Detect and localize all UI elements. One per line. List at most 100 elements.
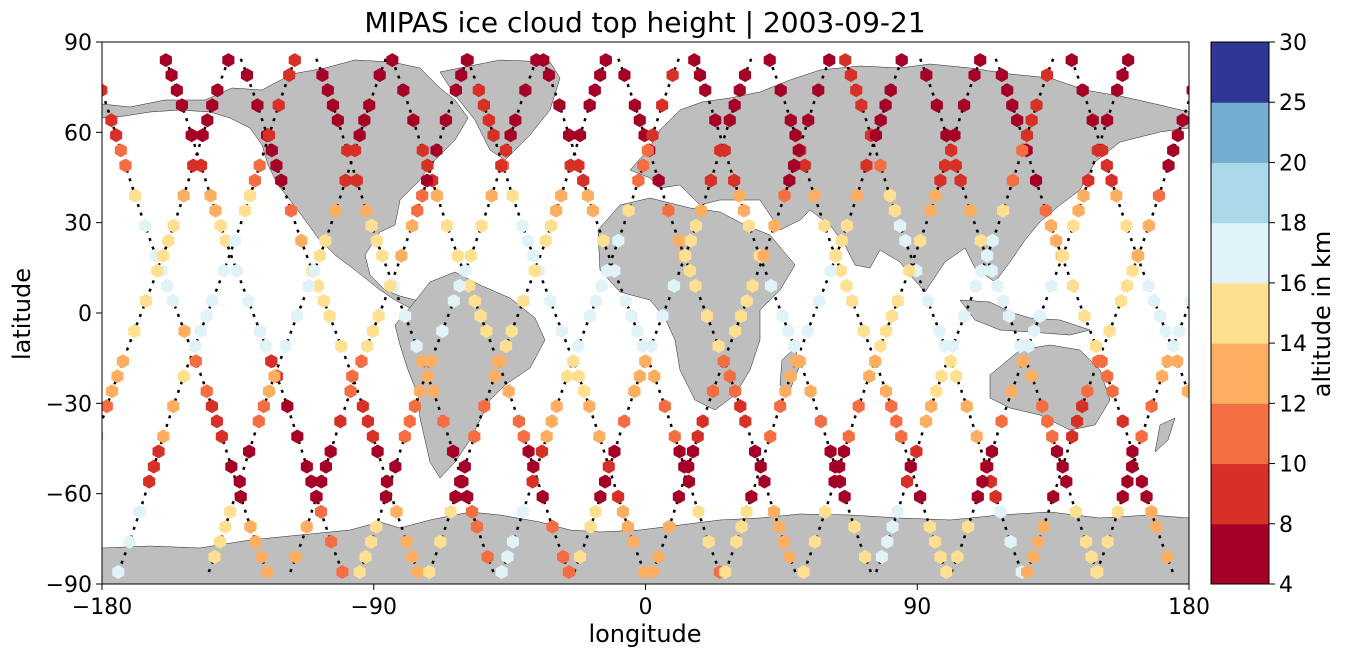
cloud-point (353, 128, 366, 143)
cloud-point (1140, 489, 1153, 504)
cloud-point (914, 489, 927, 504)
cloud-point (312, 278, 325, 293)
cloud-point (209, 203, 222, 218)
cloud-point (295, 233, 308, 248)
cloud-point (300, 459, 313, 474)
cloud-point (693, 68, 706, 83)
cloud-point (1021, 565, 1034, 579)
cloud-point (788, 339, 801, 354)
cloud-point (545, 218, 558, 233)
cloud-point (1002, 309, 1016, 323)
cloud-point (206, 294, 219, 308)
cloud-point (688, 53, 701, 68)
cloud-point (830, 248, 843, 263)
cloud-point (1120, 278, 1133, 293)
cloud-point (336, 565, 349, 579)
cloud-point (406, 218, 419, 233)
cloud-point (217, 263, 230, 278)
cloud-point (833, 459, 846, 474)
cloud-point (248, 173, 261, 188)
cloud-point (874, 158, 887, 173)
cloud-point (958, 98, 971, 113)
cloud-point (814, 414, 827, 429)
cloud-point (974, 233, 987, 248)
cloud-point (788, 158, 801, 173)
cloud-point (745, 489, 758, 504)
cloud-point (400, 534, 413, 549)
cloud-point (689, 278, 702, 293)
cloud-point (1069, 504, 1082, 519)
cloud-point (925, 399, 938, 414)
cloud-point (139, 218, 152, 233)
cloud-point (323, 309, 336, 323)
cloud-point (644, 339, 657, 354)
cloud-point (1060, 474, 1073, 489)
cloud-point (270, 158, 283, 173)
cloud-point (583, 98, 596, 113)
cloud-point (813, 294, 826, 308)
cloud-point (735, 519, 748, 534)
cloud-point (581, 188, 594, 203)
cloud-point (944, 354, 957, 369)
cloud-point (329, 203, 342, 218)
y-axis-label: latitude (8, 268, 36, 360)
cloud-point (869, 354, 882, 369)
cloud-point (682, 459, 695, 474)
cloud-point (468, 429, 481, 444)
cloud-point (602, 459, 615, 474)
cloud-point (774, 83, 787, 98)
cloud-point (395, 248, 408, 263)
cloud-point (1082, 173, 1095, 188)
cloud-point (423, 565, 436, 579)
cloud-point (985, 444, 998, 459)
cloud-point (846, 294, 859, 308)
cloud-point (187, 158, 200, 173)
cloud-point (1160, 549, 1174, 564)
colorbar-tick-label: 14 (1279, 332, 1307, 357)
cloud-point (81, 460, 93, 474)
cloud-point (1066, 429, 1079, 444)
cloud-point (667, 278, 681, 293)
cloud-point (890, 414, 903, 429)
cloud-point (1016, 143, 1029, 158)
cloud-point (971, 489, 984, 504)
cloud-point (240, 68, 254, 83)
cloud-point (857, 324, 870, 339)
cloud-point (933, 324, 946, 339)
cloud-point (453, 278, 466, 293)
cloud-point (981, 248, 994, 263)
cloud-point (618, 68, 631, 83)
orbit-track (464, 53, 646, 573)
cloud-point (1145, 504, 1158, 519)
cloud-point (958, 309, 971, 323)
cloud-point (505, 324, 518, 339)
cloud-point (416, 188, 429, 203)
cloud-point (837, 444, 850, 459)
cloud-point (1066, 278, 1079, 293)
orbit-track (766, 53, 948, 573)
cloud-point (114, 143, 127, 158)
cloud-point (166, 294, 179, 308)
cloud-point (1046, 429, 1059, 444)
y-tick-label: 0 (78, 302, 92, 327)
cloud-point (376, 248, 389, 263)
cloud-point (62, 520, 74, 534)
colorbar: 4 8 10 12 14 16 18 20 25 30 (1210, 31, 1307, 598)
cloud-point (161, 278, 174, 293)
cloud-point (954, 173, 967, 188)
colorbar-frame (1210, 41, 1270, 585)
cloud-point (740, 504, 753, 519)
cloud-point (1026, 549, 1039, 564)
cloud-point (935, 369, 948, 384)
cloud-point (326, 98, 339, 113)
cloud-point (950, 369, 963, 384)
cloud-point (730, 534, 743, 549)
cloud-point (717, 354, 730, 369)
cloud-point (1122, 53, 1135, 68)
cloud-point (1196, 264, 1208, 278)
cloud-point (691, 429, 704, 444)
cloud-point (880, 384, 893, 399)
cloud-point (729, 384, 742, 399)
cloud-point (288, 53, 301, 68)
cloud-point (754, 459, 767, 474)
